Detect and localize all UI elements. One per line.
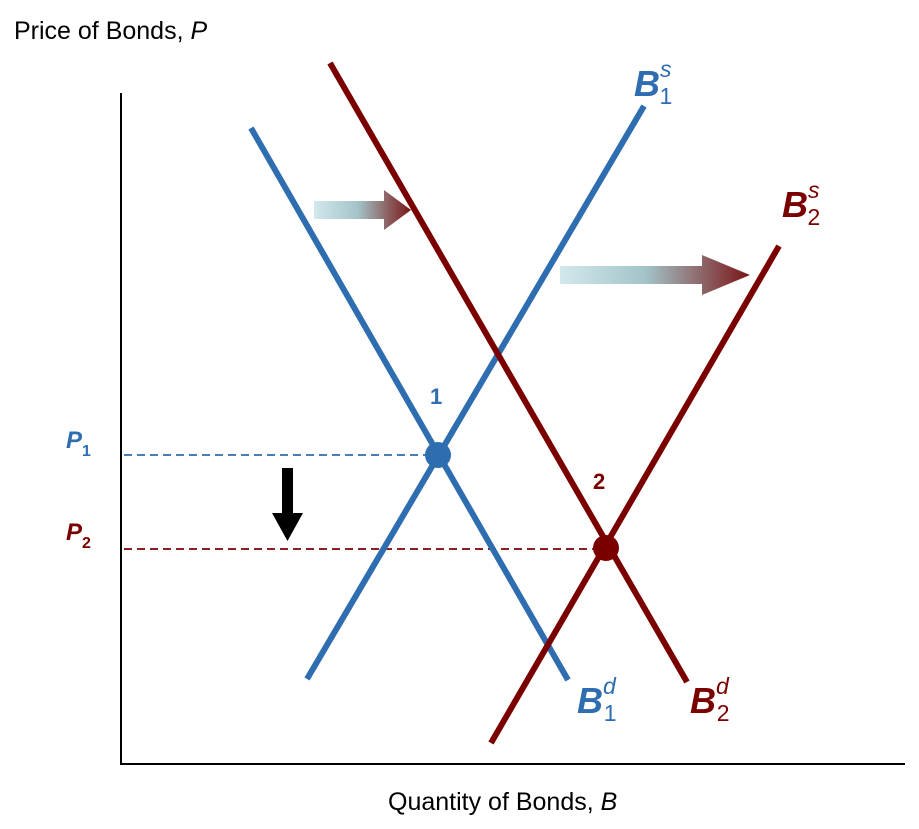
demand-curve-2: [327, 61, 690, 684]
price-fall-arrow-shaft: [282, 468, 293, 514]
equilibrium-point-1: [425, 442, 451, 468]
supply-curve-1: [304, 104, 647, 681]
demand-curve-2-label: Bd 2: [690, 673, 730, 726]
equilibrium-point-2: [593, 535, 619, 561]
price-label-p2: P2: [66, 519, 91, 552]
price-label-p1: P1: [66, 427, 91, 460]
demand-curve-1-label: Bd 1: [577, 673, 617, 726]
equilibrium-label-2: 2: [593, 469, 605, 494]
supply-curve-2-label: Bs 2: [782, 177, 820, 230]
y-axis-title: Price of Bonds, P: [14, 17, 207, 45]
demand-shift-arrow: [314, 190, 411, 230]
equilibrium-label-1: 1: [430, 384, 442, 409]
price-fall-arrow-head: [272, 513, 303, 541]
supply-shift-arrow: [560, 255, 750, 295]
demand-curve-1: [248, 126, 571, 682]
supply-curve-2: [488, 244, 782, 745]
x-axis-title: Quantity of Bonds, B: [388, 788, 617, 816]
supply-curve-1-label: Bs 1: [634, 56, 672, 109]
